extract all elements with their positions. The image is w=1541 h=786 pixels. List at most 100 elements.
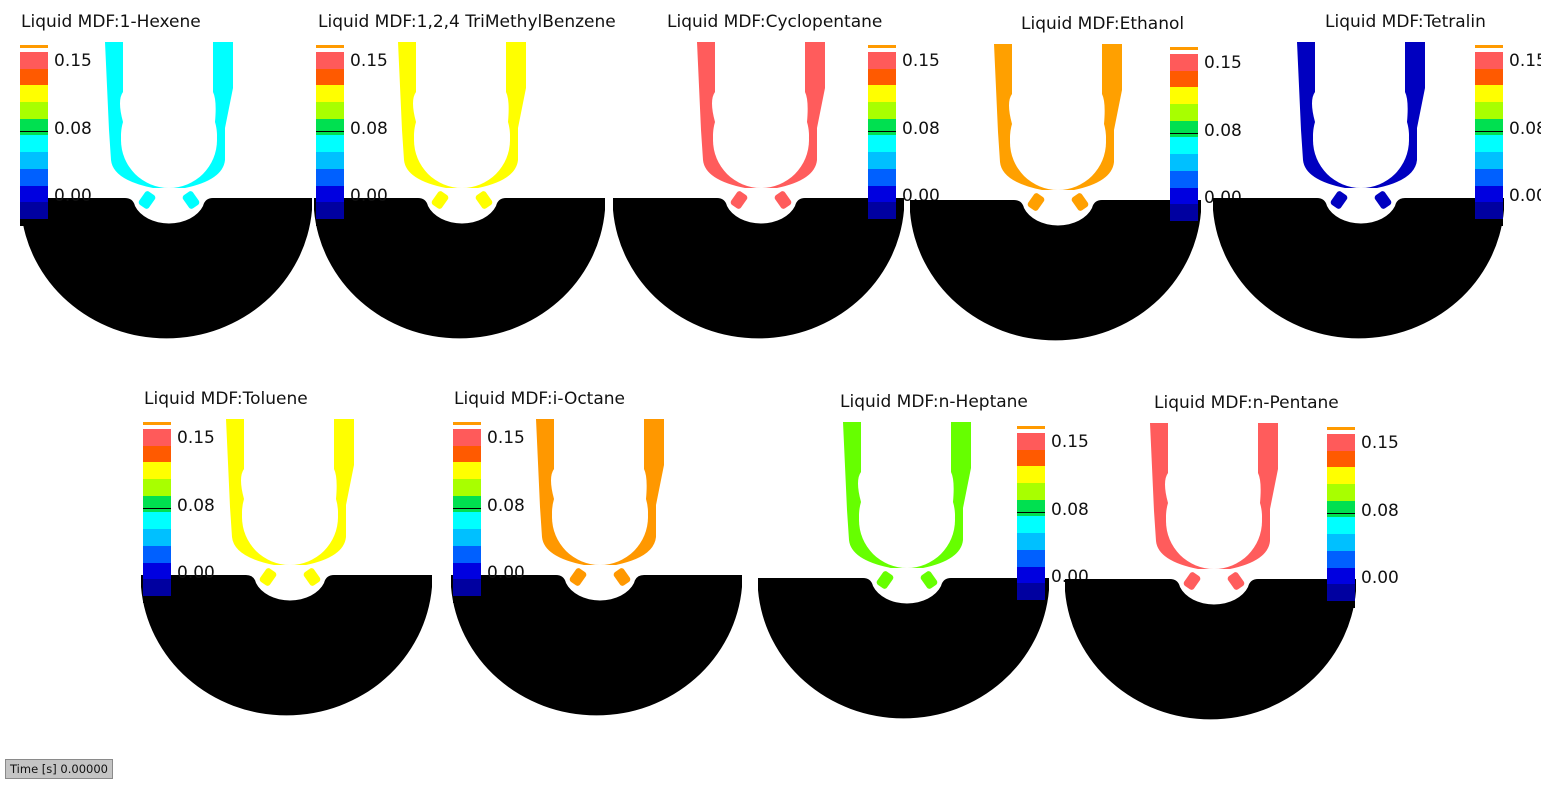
legend-swatch (20, 218, 48, 226)
legend-tick-mark (1327, 513, 1355, 514)
legend-swatch (1017, 483, 1045, 500)
legend-swatch (1475, 218, 1503, 226)
legend-swatch (1327, 584, 1355, 601)
spray-jet (475, 191, 493, 209)
legend-cap (1170, 47, 1198, 54)
legend-swatch (143, 495, 171, 513)
legend-swatch (1327, 484, 1355, 501)
legend-swatch (20, 118, 48, 136)
color-legend: 0.15 0.08 0.00 (316, 45, 406, 226)
legend-tick-label: 0.15 (1509, 51, 1541, 71)
legend-tick-label: 0.00 (177, 563, 215, 583)
legend-cap (20, 45, 48, 52)
legend-swatch (1475, 85, 1503, 103)
legend-swatch (143, 429, 171, 446)
legend-tick-label: 0.08 (54, 119, 92, 139)
legend-swatch (1327, 500, 1355, 518)
legend-tick-label: 0.08 (350, 119, 388, 139)
legend-swatch (1017, 449, 1045, 467)
legend-swatch (1327, 550, 1355, 568)
legend-swatch (143, 529, 171, 546)
color-legend: 0.15 0.08 0.00 (1475, 45, 1541, 226)
spray-jet (1027, 193, 1045, 211)
ball (1010, 94, 1106, 190)
legend-swatch (453, 429, 481, 446)
nozzle-wall (536, 419, 664, 565)
ball (242, 469, 338, 565)
spray-jet (1071, 193, 1089, 211)
legend-color-bar (868, 45, 896, 226)
spray-jet (138, 191, 156, 209)
legend-tick-label: 0.15 (350, 51, 388, 71)
legend-swatch (868, 185, 896, 203)
legend-color-bar (1017, 426, 1045, 607)
legend-swatch (316, 68, 344, 86)
legend-swatch (1017, 599, 1045, 607)
nozzle-wall (697, 42, 825, 188)
ball (859, 472, 955, 568)
nozzle-wall (398, 42, 526, 188)
panel-title: Liquid MDF:1-Hexene (21, 12, 201, 32)
legend-swatch (1327, 600, 1355, 608)
panel-trimethylbenzene: Liquid MDF:1,2,4 TriMethylBenzene 0.15 0.0… (313, 10, 616, 339)
legend-swatch (1170, 104, 1198, 121)
time-readout: Time [s] 0.00000 (5, 759, 113, 779)
legend-swatch (316, 202, 344, 219)
nozzle-wall (994, 44, 1122, 190)
legend-tick-mark (143, 508, 171, 509)
panel-tetralin: Liquid MDF:Tetralin 0.15 0.08 0.00 (1212, 10, 1541, 339)
legend-swatch (1170, 120, 1198, 138)
panel-n-pentane: Liquid MDF:n-Pentane 0.15 0.08 0.00 (1064, 391, 1399, 720)
legend-swatch (868, 102, 896, 119)
legend-swatch (143, 445, 171, 463)
legend-swatch (1170, 154, 1198, 171)
legend-swatch (316, 135, 344, 153)
spray-jet (1374, 191, 1392, 209)
legend-swatch (1475, 168, 1503, 186)
legend-tick-label: 0.08 (902, 119, 940, 139)
panel-title: Liquid MDF:n-Heptane (840, 392, 1028, 412)
legend-swatch (453, 562, 481, 580)
legend-swatch (1475, 202, 1503, 219)
panel-title: Liquid MDF:i-Octane (454, 389, 625, 409)
legend-color-bar (20, 45, 48, 226)
legend-swatch (1017, 516, 1045, 534)
legend-swatch (1017, 433, 1045, 450)
legend-swatch (1327, 467, 1355, 485)
panel-title: Liquid MDF:Cyclopentane (667, 12, 883, 32)
legend-swatch (453, 462, 481, 480)
legend-tick-mark (20, 131, 48, 132)
ball (713, 92, 809, 188)
nozzle-wall (105, 42, 233, 188)
spray-jet (259, 568, 277, 586)
legend-swatch (868, 202, 896, 219)
legend-swatch (1170, 187, 1198, 205)
legend-tick-label: 0.00 (54, 186, 92, 206)
nozzle-wall (843, 422, 971, 568)
legend-swatch (143, 462, 171, 480)
spray-jet (303, 568, 321, 586)
ball (1166, 473, 1262, 569)
legend-tick-label: 0.08 (177, 496, 215, 516)
ball (121, 92, 217, 188)
legend-swatch (868, 135, 896, 153)
legend-swatch (453, 529, 481, 546)
legend-swatch (1170, 220, 1198, 228)
legend-color-bar (1475, 45, 1503, 226)
legend-swatch (20, 52, 48, 69)
legend-swatch (1475, 102, 1503, 119)
spray-jet (1227, 572, 1245, 590)
legend-tick-label: 0.08 (1204, 121, 1242, 141)
legend-swatch (20, 102, 48, 119)
legend-swatch (20, 135, 48, 153)
base-chamber (910, 200, 1201, 341)
legend-swatch (20, 185, 48, 203)
base-chamber (758, 578, 1049, 719)
legend-swatch (1017, 499, 1045, 517)
ball (552, 469, 648, 565)
panel-1-hexene: Liquid MDF:1-Hexene 0.15 0.08 0.00 (20, 10, 320, 339)
legend-swatch (453, 445, 481, 463)
legend-tick-mark (1170, 133, 1198, 134)
simulation-scene (1213, 42, 1504, 339)
